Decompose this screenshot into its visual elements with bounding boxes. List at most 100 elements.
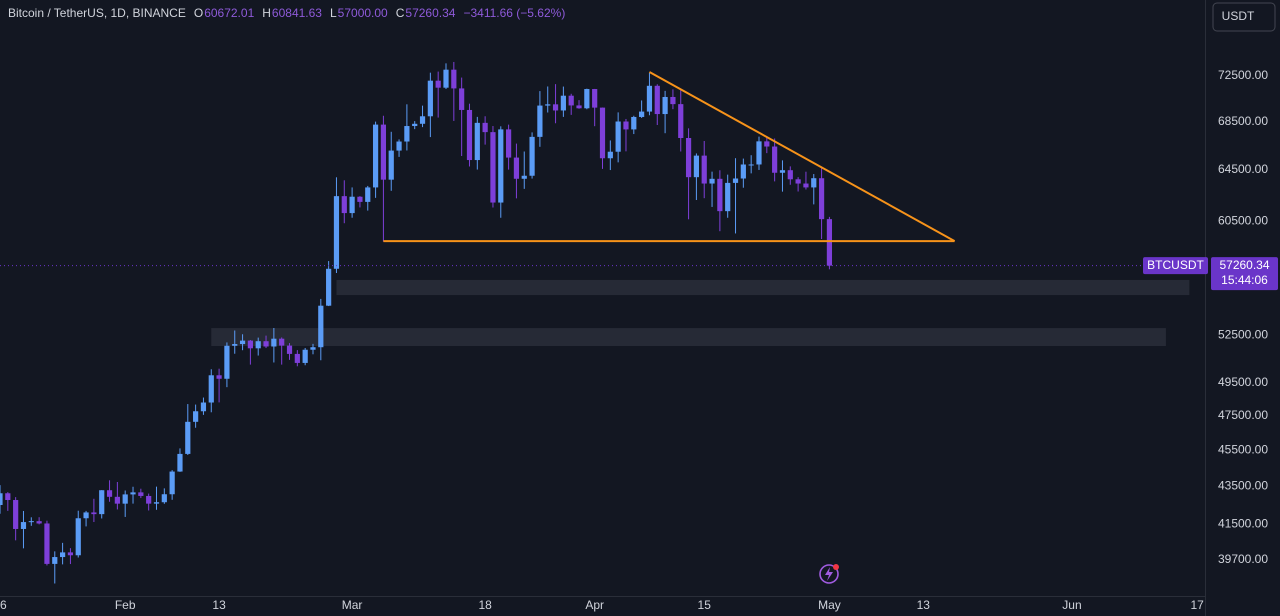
candle-body [443,69,449,88]
x-tick-label: Apr [585,598,604,612]
candle-body [725,182,731,212]
ohlc-label: H [262,6,271,20]
x-tick-label: 13 [212,598,226,612]
ohlc-value: 57000.00 [338,6,388,20]
candle-body [349,196,355,214]
candle-body [5,493,11,501]
last-price-label: 57260.34 [1219,258,1269,272]
candle-body [232,344,238,346]
candle-body [365,187,371,202]
candle-body [435,80,441,88]
y-tick-label: 68500.00 [1218,114,1268,128]
candle-body [592,89,598,108]
y-tick-label: 49500.00 [1218,375,1268,389]
candle-body [537,105,543,137]
y-tick-label: 72500.00 [1218,68,1268,82]
plot-area [0,61,1205,584]
candle-body [646,85,653,112]
candle-body [404,126,410,142]
zone [336,279,1190,296]
candle-body [67,552,74,556]
candle-body [75,518,81,556]
trend-line [648,71,956,242]
candle-body [279,338,285,346]
candle-body [615,121,621,152]
candle-body [239,340,246,345]
zone [211,328,1166,347]
candle-body [326,268,332,306]
last-price-box [1211,257,1278,291]
y-tick-label: 64500.00 [1218,162,1268,176]
x-tick-label: 13 [917,598,931,612]
symbol-tag [1143,257,1208,275]
candle-body [631,116,637,130]
ohlc-value: 60841.63 [272,6,322,20]
x-tick-label: May [818,598,841,612]
y-tick-label: 39700.00 [1218,552,1268,566]
candle-body [740,164,746,179]
candle-body [818,178,825,220]
candle-body [380,124,387,180]
candle-body [427,80,433,117]
currency-button-frame[interactable] [1212,2,1276,32]
alert-bolt[interactable] [825,567,833,581]
candle-body [146,495,152,504]
candle-body [607,151,613,159]
candle-body [0,493,3,506]
candle-body [701,155,707,184]
candle-body [99,490,105,515]
candle-body [772,146,778,173]
candle-body [130,492,136,495]
candle-body [177,453,183,472]
candle-body [451,69,457,89]
candle-body [529,136,535,176]
candle-body [748,164,754,166]
candle-body [122,494,128,504]
countdown-label: 15:44:06 [1221,273,1268,287]
candle-body [662,96,668,115]
candle-body [584,89,590,109]
candle-body [498,129,504,203]
candle-body [44,523,50,564]
candle-body [560,95,566,111]
candle-body [419,116,426,124]
x-tick-label: Mar [342,598,363,612]
header: Bitcoin / TetherUS, 1D, BINANCE O 60672.01… [8,6,565,20]
candle-body [294,353,300,363]
candle-body [333,196,340,269]
symbol-title: Bitcoin / TetherUS, 1D, BINANCE [8,6,186,20]
candle-body [36,521,42,524]
candle-body [576,105,582,109]
candle-body [224,345,230,379]
candle-body [693,155,699,178]
candle-body [764,141,770,147]
y-tick-label: 43500.00 [1218,479,1268,493]
ohlc-label: O [194,6,203,20]
symbol-tag-label: BTCUSDT [1147,258,1204,272]
alert-icon[interactable] [819,564,839,584]
currency-label[interactable]: USDT [1222,9,1255,23]
x-tick-label: Feb [115,598,136,612]
candle-body [286,345,293,354]
candle-body [803,183,809,188]
candle-body [795,179,801,184]
ohlc-label: L [330,6,337,20]
alert-circle[interactable] [819,564,839,584]
x-tick-label: 17 [1190,598,1204,612]
candle-body [717,178,723,212]
candle-body [302,349,308,363]
candle-body [552,104,559,111]
candle-body [357,196,363,202]
currency-button[interactable]: USDT [1212,2,1276,32]
candle-body [114,496,120,504]
alert-dot[interactable] [833,564,839,570]
x-tick-label: 15 [698,598,712,612]
candle-body [466,109,473,161]
candle-body [372,124,379,188]
candle-body [474,122,480,161]
candle-body [263,341,269,347]
candle-body [639,111,645,117]
candle-body [59,552,66,558]
